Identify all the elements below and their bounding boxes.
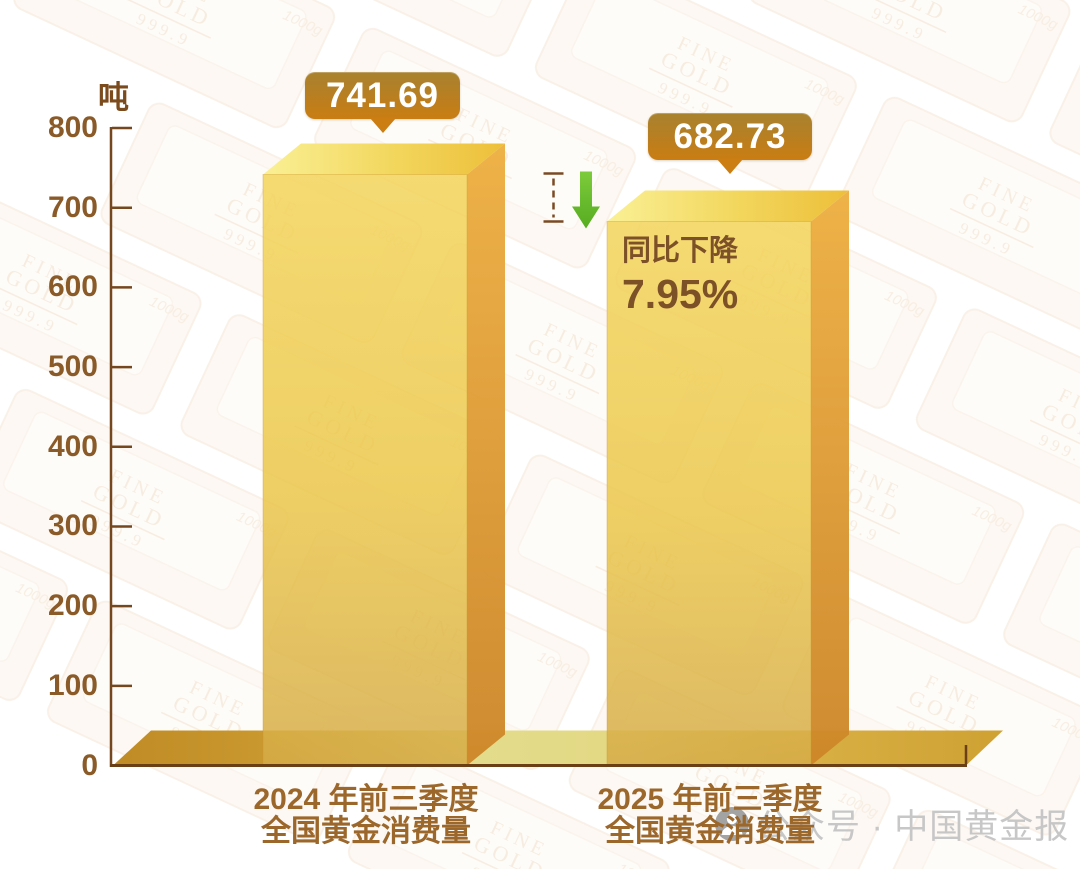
y-tick-label: 500: [47, 350, 98, 384]
y-tick-label: 800: [47, 111, 98, 144]
decrease-annotation: 同比下降 7.95%: [622, 233, 738, 317]
x-axis: [110, 745, 968, 767]
y-tick-label: 300: [47, 509, 98, 543]
y-axis: [109, 126, 132, 767]
y-tick-label: 400: [47, 429, 98, 463]
y-axis-unit-label: 吨: [98, 80, 129, 115]
floor-platform: [113, 730, 1003, 766]
category-2024-line1: 2024 年前三季度: [253, 783, 479, 816]
value-badge-2025: 682.73: [648, 113, 812, 160]
y-tick-label: 200: [47, 589, 98, 623]
decrease-arrow-icon: [572, 171, 600, 229]
category-label-2024: 2024 年前三季度 全国黄金消费量: [166, 784, 566, 848]
watermark-text: 公众号 · 中国黄金报: [756, 808, 1070, 846]
decrease-annotation-percent: 7.95%: [622, 271, 739, 317]
decrease-range-indicator: [543, 172, 564, 223]
wechat-official-account-icon: [715, 806, 749, 841]
value-badge-2024: 741.69: [305, 72, 460, 119]
y-tick-label: 600: [47, 270, 98, 304]
y-tick-label: 700: [47, 190, 98, 224]
bar-2024: [262, 143, 505, 766]
bar-2025: [606, 190, 849, 766]
y-tick-label: 100: [47, 668, 98, 702]
watermark: 公众号 · 中国黄金报: [713, 799, 1069, 848]
y-tick-label: 0: [81, 748, 98, 782]
category-2024-line2: 全国黄金消费量: [261, 815, 471, 848]
decrease-annotation-text: 同比下降: [622, 235, 739, 267]
category-2025-line2: 全国黄金消费量: [605, 815, 815, 848]
category-label-2025: 2025 年前三季度 全国黄金消费量: [510, 784, 910, 848]
category-2025-line1: 2025 年前三季度: [597, 783, 823, 816]
